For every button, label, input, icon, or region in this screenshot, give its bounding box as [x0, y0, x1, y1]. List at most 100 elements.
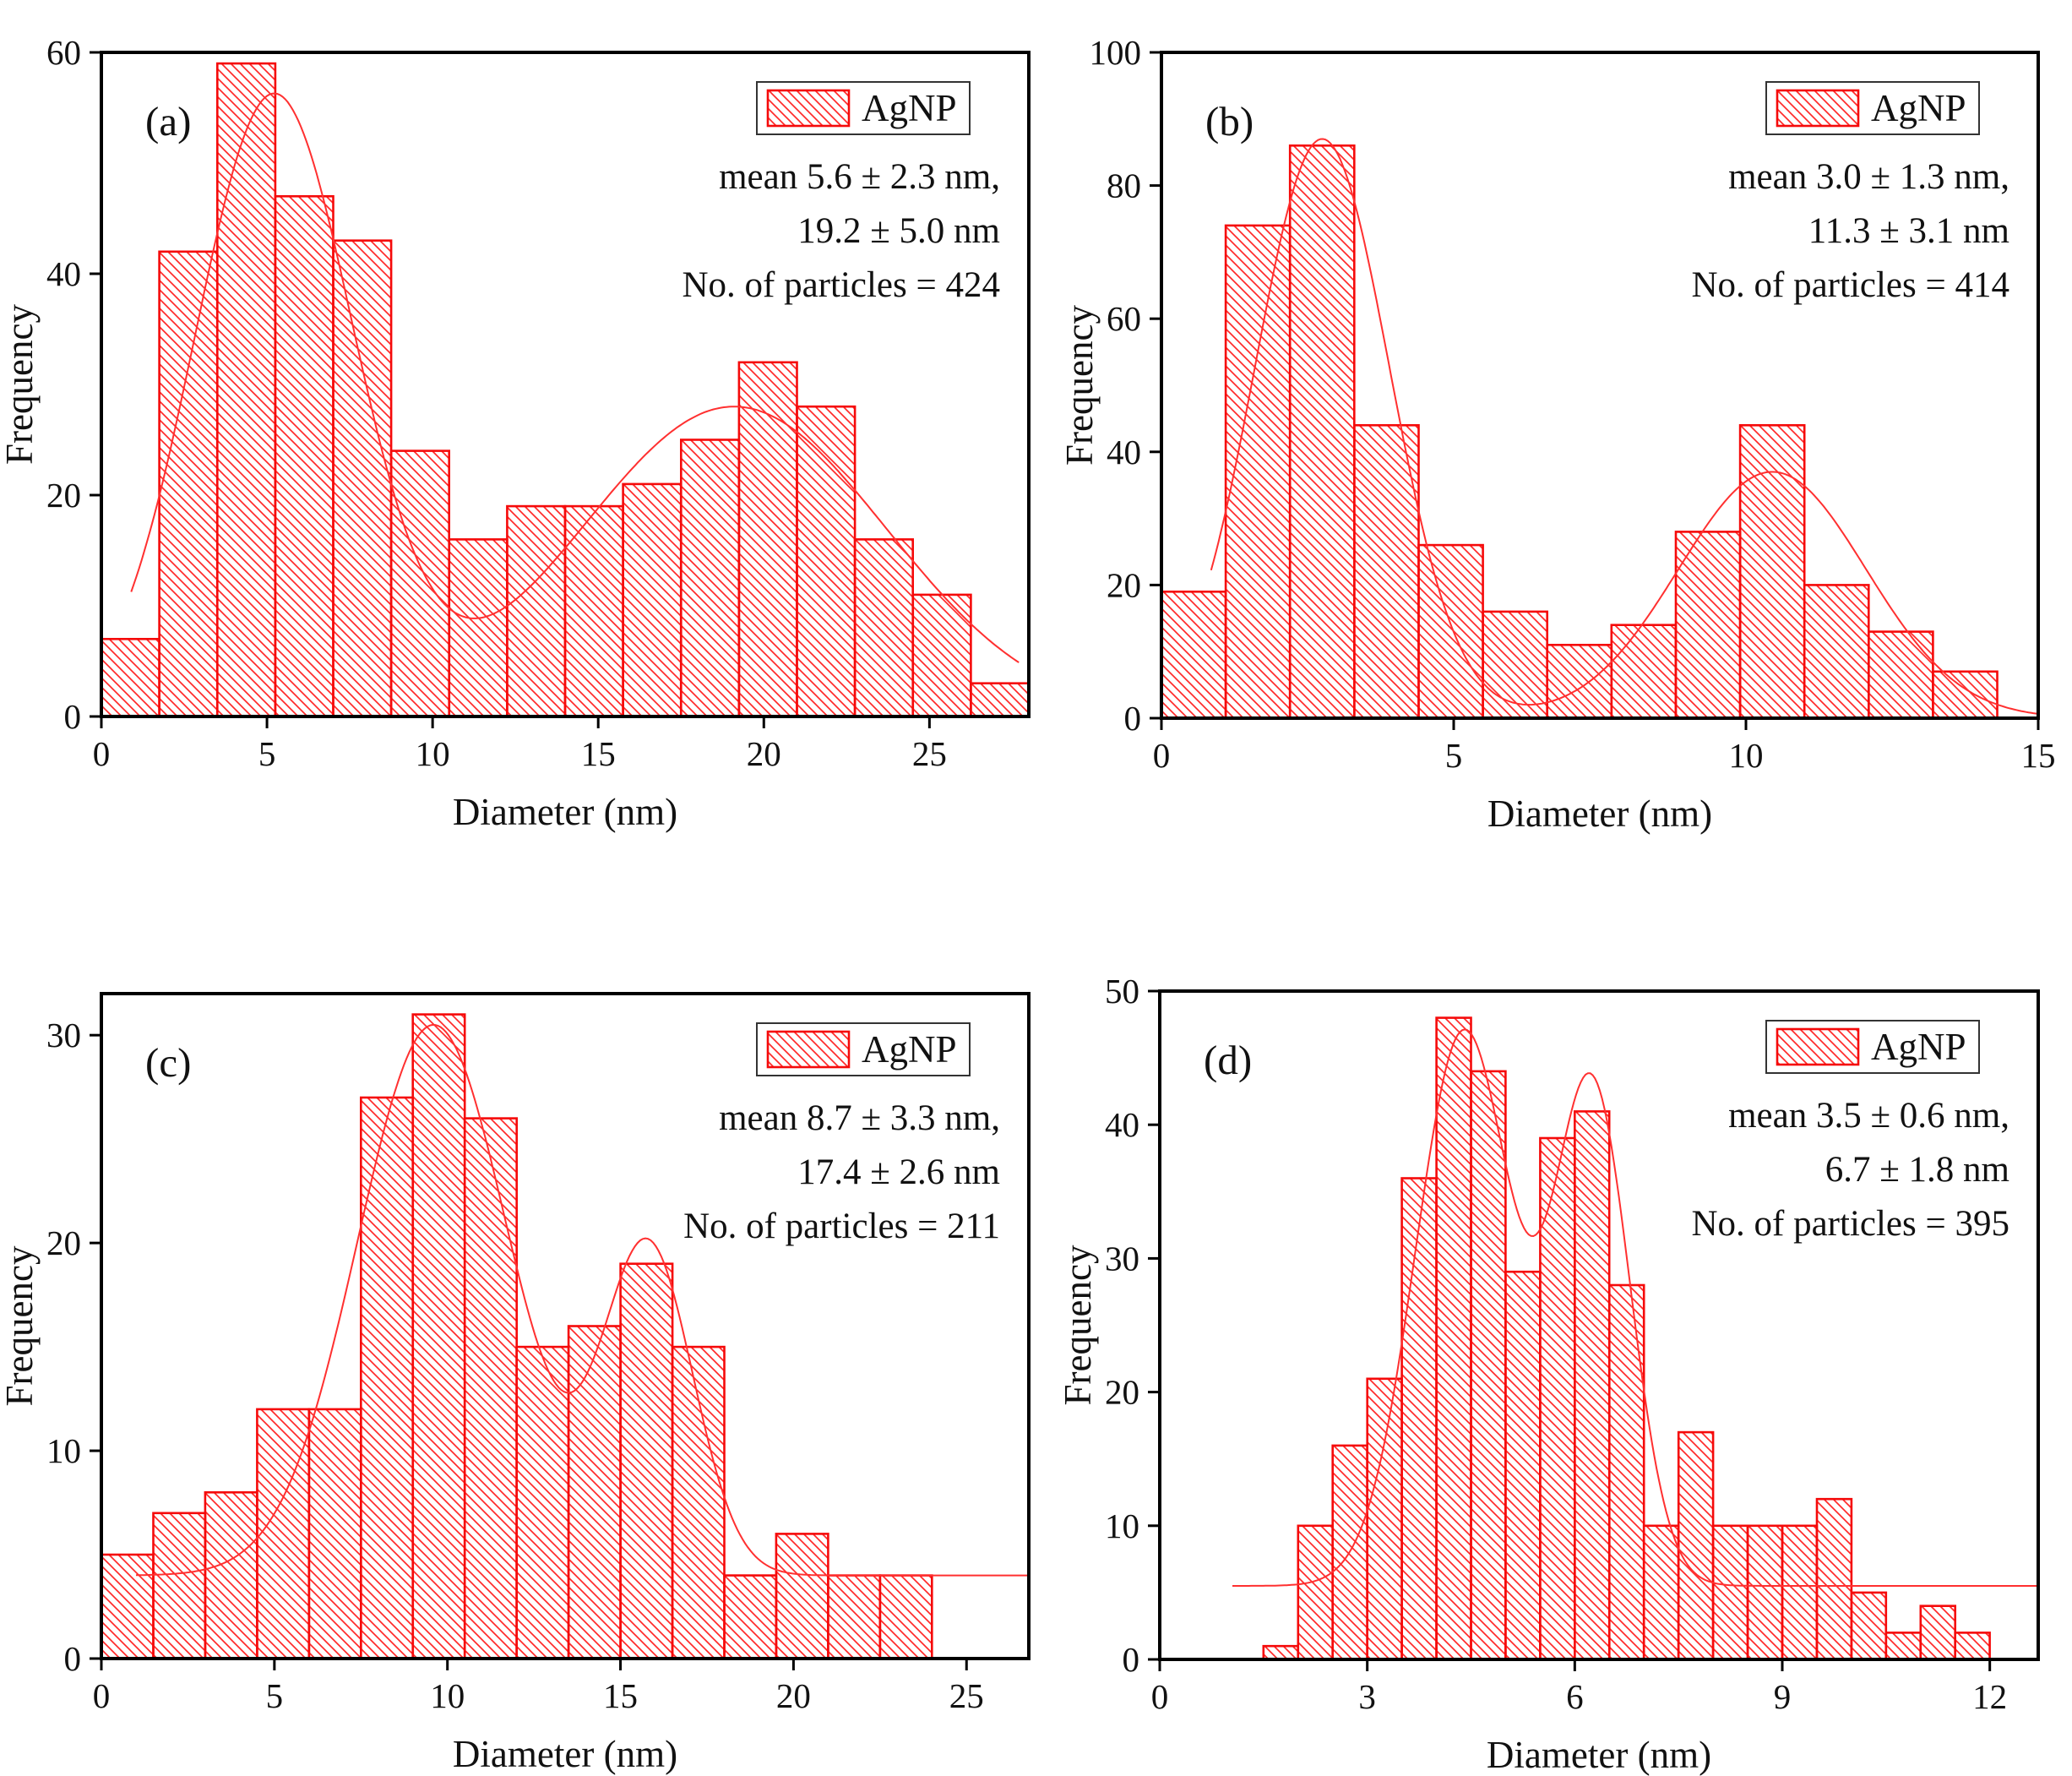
histogram-bar [1610, 624, 1678, 720]
y-tick-label: 60 [1107, 299, 1141, 338]
histogram-bar [1297, 1524, 1334, 1661]
histogram-bar [853, 538, 914, 718]
x-tick-label: 5 [1445, 736, 1463, 775]
panel-svg: 0 5 10 15 20 25 0 10 20 30 Diameter (nm) Frequency (… [0, 888, 1036, 1776]
stats-annotation-line: 17.4 ± 2.6 nm [797, 1152, 1000, 1192]
histogram-bar [1224, 224, 1292, 720]
stats-annotation-line: No. of particles = 211 [683, 1207, 1000, 1246]
histogram-bar [332, 239, 393, 718]
histogram-bar [1642, 1524, 1680, 1661]
histogram-bar [1815, 1497, 1853, 1661]
histogram-bar [1160, 590, 1227, 720]
histogram-bar [1954, 1632, 1991, 1661]
histogram-bar [463, 1117, 519, 1660]
y-tick-label: 50 [1105, 972, 1139, 1011]
histogram-bar [911, 593, 972, 718]
panel-label: (a) [145, 98, 191, 144]
histogram-bar [389, 449, 451, 718]
stats-annotation-line: 6.7 ± 1.8 nm [1825, 1150, 2009, 1190]
histogram-bars [100, 62, 1031, 718]
x-tick-label: 12 [1972, 1677, 2007, 1716]
legend-label: AgNP [862, 1028, 957, 1071]
histogram-bar [827, 1574, 882, 1660]
histogram-bar [1677, 1430, 1715, 1661]
histogram-bar [1674, 531, 1742, 720]
stats-annotation-line: 19.2 ± 5.0 nm [797, 211, 1000, 251]
x-tick-label: 15 [2021, 736, 2056, 775]
x-tick-label: 5 [258, 734, 276, 773]
histogram-bar [1546, 643, 1613, 720]
histogram-bar [204, 1490, 258, 1660]
histogram-bar [1867, 630, 1934, 720]
x-tick-label: 6 [1566, 1677, 1584, 1716]
x-axis: 0 3 6 9 12 [1151, 1659, 2007, 1716]
histogram-bar [679, 439, 741, 718]
y-tick-label: 0 [64, 1639, 82, 1678]
x-tick-label: 10 [416, 734, 450, 773]
x-axis: 0 5 10 15 20 25 [93, 716, 947, 773]
histogram-bar [158, 250, 219, 718]
legend-swatch [766, 89, 851, 128]
histogram-bar [1919, 1604, 1957, 1661]
x-tick-label: 20 [776, 1676, 811, 1715]
histogram-bar [1932, 670, 1999, 720]
histogram-bar [1850, 1591, 1888, 1661]
histogram-bar [256, 1408, 311, 1660]
panel-label: (d) [1204, 1037, 1252, 1083]
stats-annotation-line: mean 3.0 ± 1.3 nm, [1728, 157, 2009, 197]
legend-label: AgNP [1871, 1026, 1966, 1068]
y-axis-title: Frequency [1057, 1245, 1099, 1405]
x-tick-label: 0 [93, 1676, 111, 1715]
histogram-bar [1288, 144, 1356, 720]
x-axis-title: Diameter (nm) [453, 791, 677, 833]
histogram-bar [970, 682, 1031, 718]
y-tick-label: 40 [46, 254, 81, 293]
legend: AgNP [1765, 81, 1980, 135]
histogram-bar [1470, 1070, 1507, 1661]
histogram-panel-c: 0 5 10 15 20 25 0 10 20 30 Diameter (nm) Frequency (… [0, 888, 1036, 1776]
histogram-bar [878, 1574, 933, 1660]
stats-annotation-line: No. of particles = 424 [682, 265, 1000, 305]
stats-annotation-line: 11.3 ± 3.1 nm [1808, 211, 2009, 251]
histogram-bar [506, 504, 567, 718]
histogram-panel-a: 0 5 10 15 20 25 0 20 40 60 Diameter (nm) Frequency (… [0, 0, 1036, 888]
histogram-panel-d: 0 3 6 9 12 0 10 20 30 40 50 Diameter (nm) Frequency (… [1036, 888, 2072, 1776]
distribution-fit-curve [1210, 138, 2039, 715]
histogram-bar [737, 361, 798, 718]
distribution-fit-curve [130, 92, 1020, 663]
panel-svg: 0 3 6 9 12 0 10 20 30 40 50 Diameter (nm) Frequency (… [1036, 888, 2072, 1776]
legend: AgNP [756, 81, 971, 135]
y-axis: 0 10 20 30 40 50 [1105, 972, 1160, 1679]
panel-label: (c) [145, 1039, 191, 1086]
stats-annotation: mean 8.7 ± 3.3 nm, 17.4 ± 2.6 nm No. of pa… [683, 1098, 1000, 1246]
x-axis-title: Diameter (nm) [1487, 793, 1712, 835]
legend-swatch [1776, 89, 1860, 128]
histogram-bar [1746, 1524, 1784, 1661]
plot-frame [1160, 51, 2040, 720]
x-axis: 0 5 10 15 20 25 [93, 1659, 984, 1715]
histogram-bar [1781, 1524, 1819, 1661]
stats-annotation: mean 3.0 ± 1.3 nm, 11.3 ± 3.1 nm No. of pa… [1691, 157, 2009, 305]
x-axis-title: Diameter (nm) [453, 1733, 677, 1775]
x-tick-label: 10 [1729, 736, 1764, 775]
x-tick-label: 25 [949, 1676, 984, 1715]
legend: AgNP [756, 1022, 971, 1076]
y-tick-label: 20 [46, 1223, 81, 1262]
histogram-panel-b: 0 5 10 15 0 20 40 60 80 100 Diameter (nm) Frequency… [1036, 0, 2072, 888]
histogram-bar [567, 1325, 622, 1660]
y-tick-label: 30 [46, 1016, 81, 1054]
histogram-bar [274, 195, 334, 718]
histogram-bar [1711, 1524, 1749, 1661]
stats-annotation-line: mean 3.5 ± 0.6 nm, [1728, 1096, 2009, 1136]
plot-frame [100, 51, 1031, 718]
legend: AgNP [1765, 1020, 1980, 1074]
histogram-bar [622, 482, 683, 718]
histogram-bar [796, 405, 857, 718]
panel-svg: 0 5 10 15 20 25 0 20 40 60 Diameter (nm) Frequency (… [0, 0, 1036, 888]
histogram-bar [1504, 1270, 1542, 1661]
x-tick-label: 0 [93, 734, 111, 773]
histogram-bar [619, 1262, 674, 1660]
histogram-bar [411, 1013, 466, 1660]
x-tick-label: 0 [1151, 1677, 1169, 1716]
x-tick-label: 15 [581, 734, 616, 773]
